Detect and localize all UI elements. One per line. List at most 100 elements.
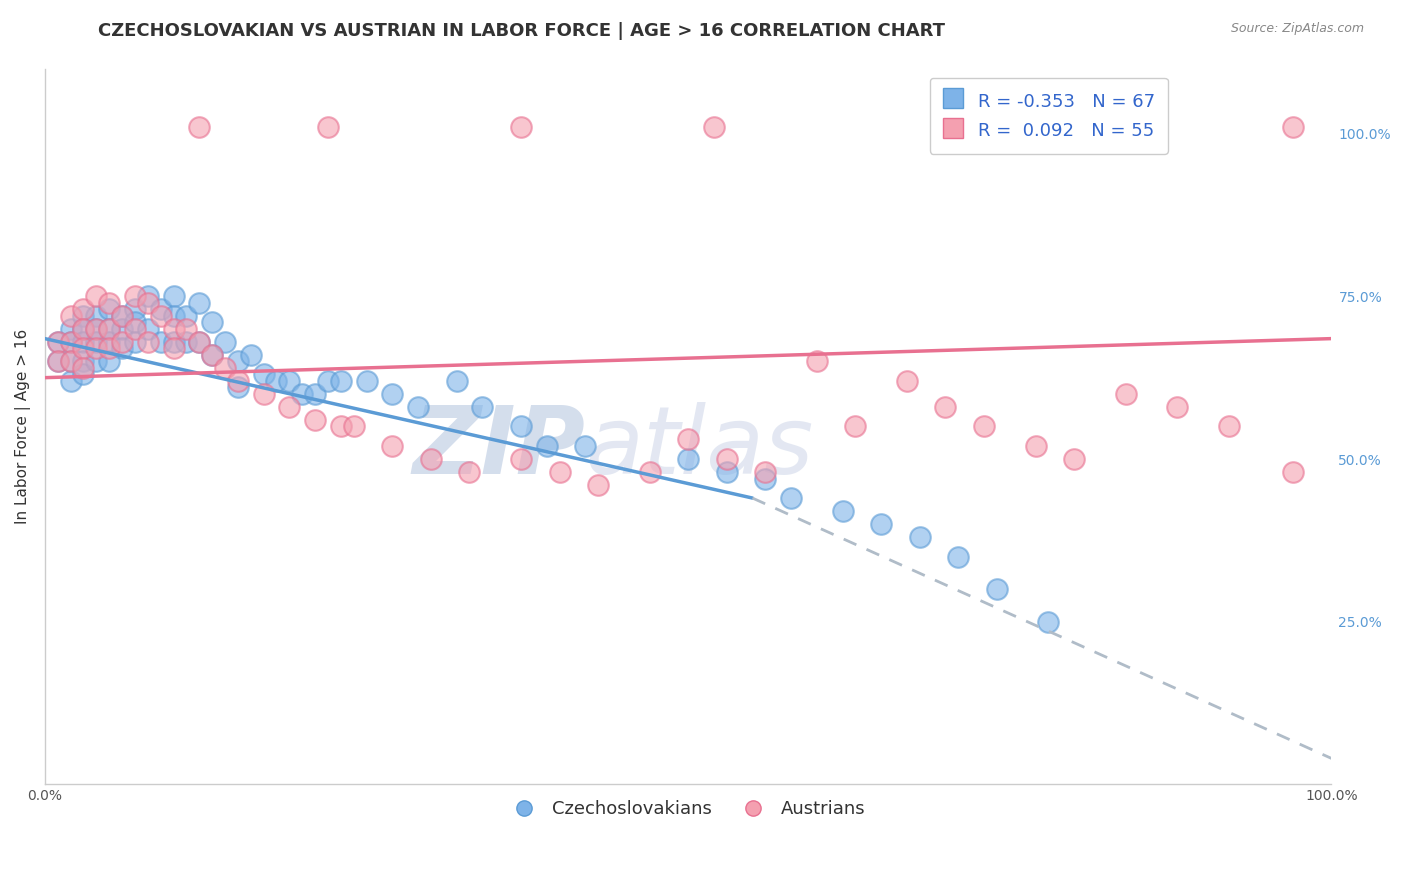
- Point: [201, 348, 224, 362]
- Point: [188, 334, 211, 349]
- Point: [72, 342, 94, 356]
- Point: [98, 322, 121, 336]
- Point: [703, 120, 725, 134]
- Point: [831, 504, 853, 518]
- Point: [98, 295, 121, 310]
- Point: [381, 387, 404, 401]
- Point: [458, 465, 481, 479]
- Point: [574, 439, 596, 453]
- Text: Source: ZipAtlas.com: Source: ZipAtlas.com: [1230, 22, 1364, 36]
- Point: [59, 334, 82, 349]
- Point: [111, 322, 134, 336]
- Point: [149, 302, 172, 317]
- Point: [754, 471, 776, 485]
- Text: atlas: atlas: [585, 402, 814, 493]
- Point: [291, 387, 314, 401]
- Point: [201, 315, 224, 329]
- Point: [72, 302, 94, 317]
- Point: [536, 439, 558, 453]
- Point: [188, 295, 211, 310]
- Point: [86, 322, 108, 336]
- Point: [59, 322, 82, 336]
- Point: [806, 354, 828, 368]
- Point: [844, 419, 866, 434]
- Point: [419, 452, 441, 467]
- Text: CZECHOSLOVAKIAN VS AUSTRIAN IN LABOR FORCE | AGE > 16 CORRELATION CHART: CZECHOSLOVAKIAN VS AUSTRIAN IN LABOR FOR…: [98, 22, 945, 40]
- Point: [266, 374, 288, 388]
- Point: [149, 309, 172, 323]
- Point: [111, 309, 134, 323]
- Point: [136, 334, 159, 349]
- Point: [98, 302, 121, 317]
- Point: [638, 465, 661, 479]
- Point: [59, 354, 82, 368]
- Point: [973, 419, 995, 434]
- Point: [304, 387, 326, 401]
- Point: [72, 368, 94, 382]
- Point: [278, 374, 301, 388]
- Point: [214, 360, 236, 375]
- Point: [176, 334, 198, 349]
- Point: [86, 322, 108, 336]
- Point: [98, 322, 121, 336]
- Point: [188, 334, 211, 349]
- Point: [356, 374, 378, 388]
- Point: [934, 400, 956, 414]
- Point: [59, 309, 82, 323]
- Point: [1282, 465, 1305, 479]
- Point: [896, 374, 918, 388]
- Point: [716, 452, 738, 467]
- Point: [188, 120, 211, 134]
- Point: [176, 322, 198, 336]
- Legend: Czechoslovakians, Austrians: Czechoslovakians, Austrians: [503, 793, 873, 825]
- Point: [509, 419, 531, 434]
- Point: [304, 413, 326, 427]
- Point: [1282, 120, 1305, 134]
- Point: [509, 452, 531, 467]
- Point: [111, 342, 134, 356]
- Point: [86, 354, 108, 368]
- Point: [1063, 452, 1085, 467]
- Point: [960, 120, 983, 134]
- Point: [98, 334, 121, 349]
- Point: [509, 120, 531, 134]
- Point: [46, 334, 69, 349]
- Point: [86, 334, 108, 349]
- Point: [548, 465, 571, 479]
- Point: [162, 289, 184, 303]
- Point: [214, 334, 236, 349]
- Point: [329, 374, 352, 388]
- Point: [136, 295, 159, 310]
- Point: [948, 549, 970, 564]
- Point: [124, 302, 146, 317]
- Point: [201, 348, 224, 362]
- Point: [226, 380, 249, 394]
- Point: [278, 400, 301, 414]
- Point: [676, 452, 699, 467]
- Point: [1038, 615, 1060, 629]
- Point: [471, 400, 494, 414]
- Point: [72, 354, 94, 368]
- Point: [1166, 400, 1188, 414]
- Point: [46, 354, 69, 368]
- Point: [162, 322, 184, 336]
- Point: [676, 433, 699, 447]
- Point: [908, 530, 931, 544]
- Point: [149, 334, 172, 349]
- Point: [316, 374, 339, 388]
- Point: [226, 374, 249, 388]
- Point: [446, 374, 468, 388]
- Point: [162, 309, 184, 323]
- Point: [239, 348, 262, 362]
- Point: [86, 342, 108, 356]
- Point: [754, 465, 776, 479]
- Point: [46, 354, 69, 368]
- Point: [316, 120, 339, 134]
- Point: [72, 309, 94, 323]
- Point: [59, 374, 82, 388]
- Point: [136, 289, 159, 303]
- Point: [136, 322, 159, 336]
- Point: [72, 334, 94, 349]
- Point: [124, 289, 146, 303]
- Point: [406, 400, 429, 414]
